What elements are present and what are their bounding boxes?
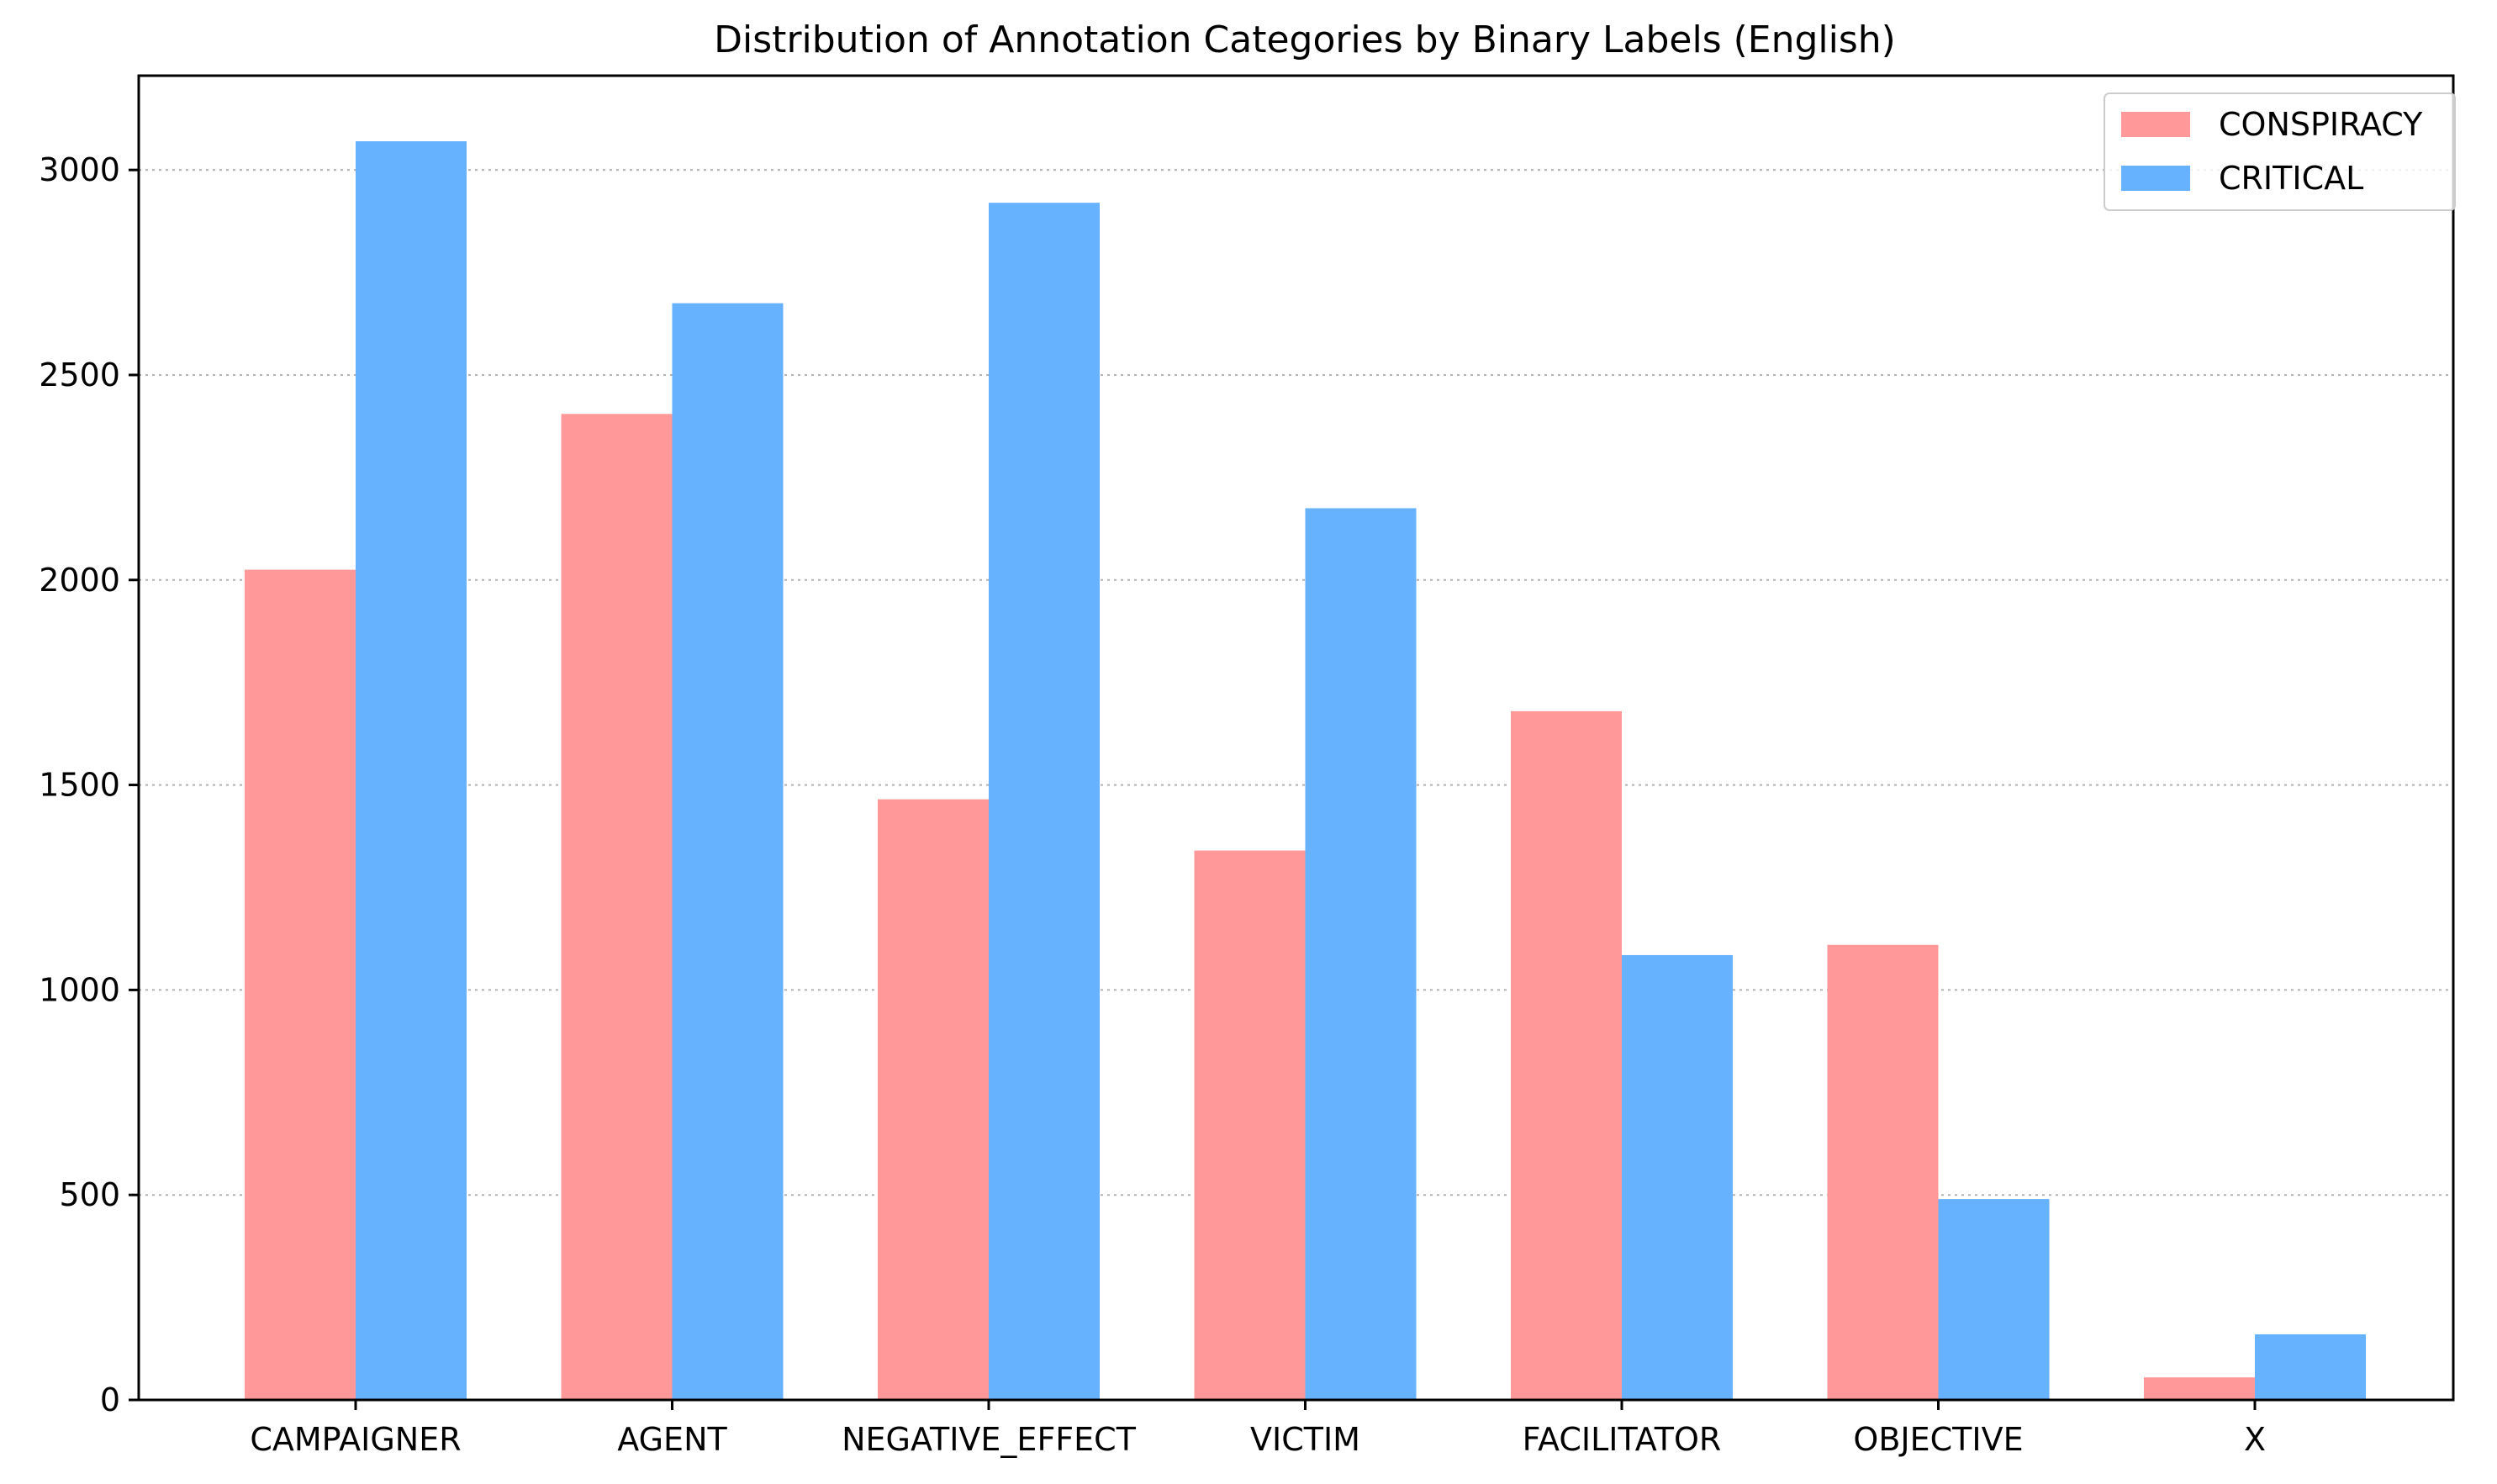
legend-box xyxy=(2104,92,2456,211)
x-tick-label: VICTIM xyxy=(1250,1421,1360,1458)
bar-critical-negative-effect xyxy=(989,203,1100,1400)
x-tick-label: CAMPAIGNER xyxy=(250,1421,461,1458)
bar-conspiracy-objective xyxy=(1827,944,1939,1400)
y-tick-label: 500 xyxy=(59,1176,120,1213)
bars xyxy=(245,141,2366,1401)
x-tick-label: X xyxy=(2244,1421,2266,1458)
legend-label-critical: CRITICAL xyxy=(2219,160,2363,197)
y-tick-label: 1500 xyxy=(39,767,120,804)
y-tick-label: 3000 xyxy=(39,151,120,188)
bar-conspiracy-x xyxy=(2144,1377,2255,1400)
legend-swatch-critical xyxy=(2121,166,2190,191)
x-tick-label: NEGATIVE_EFFECT xyxy=(842,1421,1137,1458)
bar-critical-x xyxy=(2255,1333,2366,1400)
legend-label-conspiracy: CONSPIRACY xyxy=(2219,106,2423,143)
bar-conspiracy-agent xyxy=(561,414,673,1400)
bar-conspiracy-facilitator xyxy=(1511,710,1622,1400)
x-axis-ticks: CAMPAIGNER AGENT NEGATIVE_EFFECT VICTIM FACI… xyxy=(250,1400,2266,1458)
y-tick-label: 2000 xyxy=(39,562,120,599)
y-tick-label: 0 xyxy=(100,1381,120,1418)
x-tick-label: FACILITATOR xyxy=(1523,1421,1722,1458)
y-tick-label: 1000 xyxy=(39,971,120,1008)
bar-conspiracy-negative-effect xyxy=(878,799,989,1400)
bar-critical-campaigner xyxy=(356,141,467,1401)
bar-critical-agent xyxy=(672,303,784,1400)
bar-conspiracy-victim xyxy=(1194,850,1306,1400)
bar-critical-victim xyxy=(1305,508,1417,1400)
bar-critical-objective xyxy=(1938,1199,2050,1400)
bar-conspiracy-campaigner xyxy=(245,569,356,1400)
legend: CONSPIRACY CRITICAL xyxy=(2104,92,2456,211)
x-tick-label: AGENT xyxy=(617,1421,727,1458)
y-axis-ticks: 0 500 1000 1500 2000 2500 3000 xyxy=(39,151,139,1418)
bar-critical-facilitator xyxy=(1622,954,1733,1400)
chart-title: Distribution of Annotation Categories by… xyxy=(714,18,1896,61)
plot-frame xyxy=(137,74,2455,1402)
y-tick-label: 2500 xyxy=(39,356,120,393)
x-tick-label: OBJECTIVE xyxy=(1853,1421,2023,1458)
legend-swatch-conspiracy xyxy=(2121,112,2190,137)
